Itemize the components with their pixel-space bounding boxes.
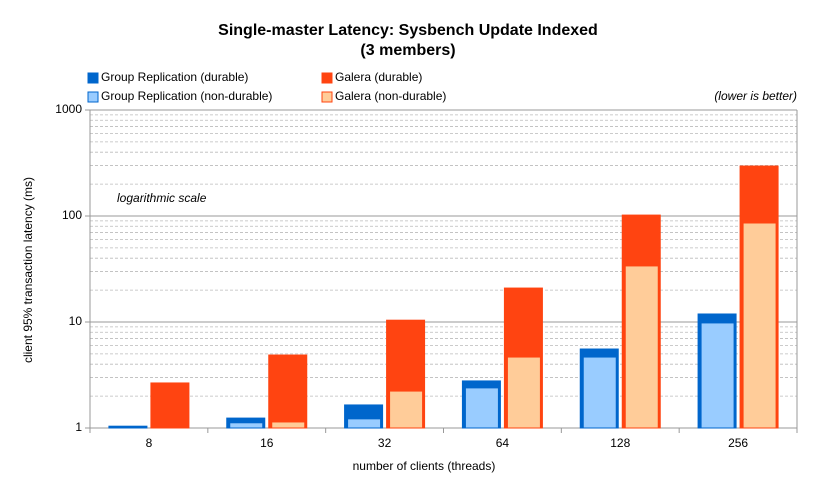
y-tick-label: 1000 — [55, 102, 82, 116]
y-axis-label: client 95% transaction latency (ms) — [21, 177, 35, 363]
bar — [742, 222, 777, 429]
bar — [389, 390, 424, 429]
bar — [271, 421, 306, 429]
bar — [150, 382, 190, 429]
annotation: logarithmic scale — [117, 191, 207, 205]
x-tick-label: 64 — [496, 436, 510, 450]
annotation: (lower is better) — [714, 89, 797, 103]
x-tick-label: 32 — [378, 436, 392, 450]
bar — [624, 265, 659, 429]
bar — [582, 356, 617, 429]
y-tick-label: 10 — [69, 314, 83, 328]
x-tick-label: 256 — [728, 436, 748, 450]
bar — [153, 426, 188, 429]
y-tick-label: 100 — [62, 208, 82, 222]
bar — [229, 422, 264, 429]
y-tick-label: 1 — [75, 420, 82, 434]
x-axis-label: number of clients (threads) — [353, 459, 496, 473]
chart-subtitle: (3 members) — [360, 42, 455, 59]
bar — [464, 387, 499, 429]
bar — [347, 418, 382, 429]
legend-swatch — [321, 91, 333, 103]
bar — [700, 322, 735, 429]
x-tick-label: 8 — [146, 436, 153, 450]
legend-swatch — [87, 72, 99, 84]
bar — [268, 354, 308, 429]
legend-label: Galera (durable) — [335, 70, 422, 84]
legend-label: Galera (non-durable) — [335, 89, 446, 103]
x-tick-label: 128 — [610, 436, 630, 450]
bar — [506, 356, 541, 429]
legend-swatch — [321, 72, 333, 84]
chart-title: Single-master Latency: Sysbench Update I… — [218, 22, 598, 39]
legend-label: Group Replication (non-durable) — [101, 89, 272, 103]
legend-label: Group Replication (durable) — [101, 70, 248, 84]
x-tick-label: 16 — [260, 436, 274, 450]
legend-swatch — [87, 91, 99, 103]
